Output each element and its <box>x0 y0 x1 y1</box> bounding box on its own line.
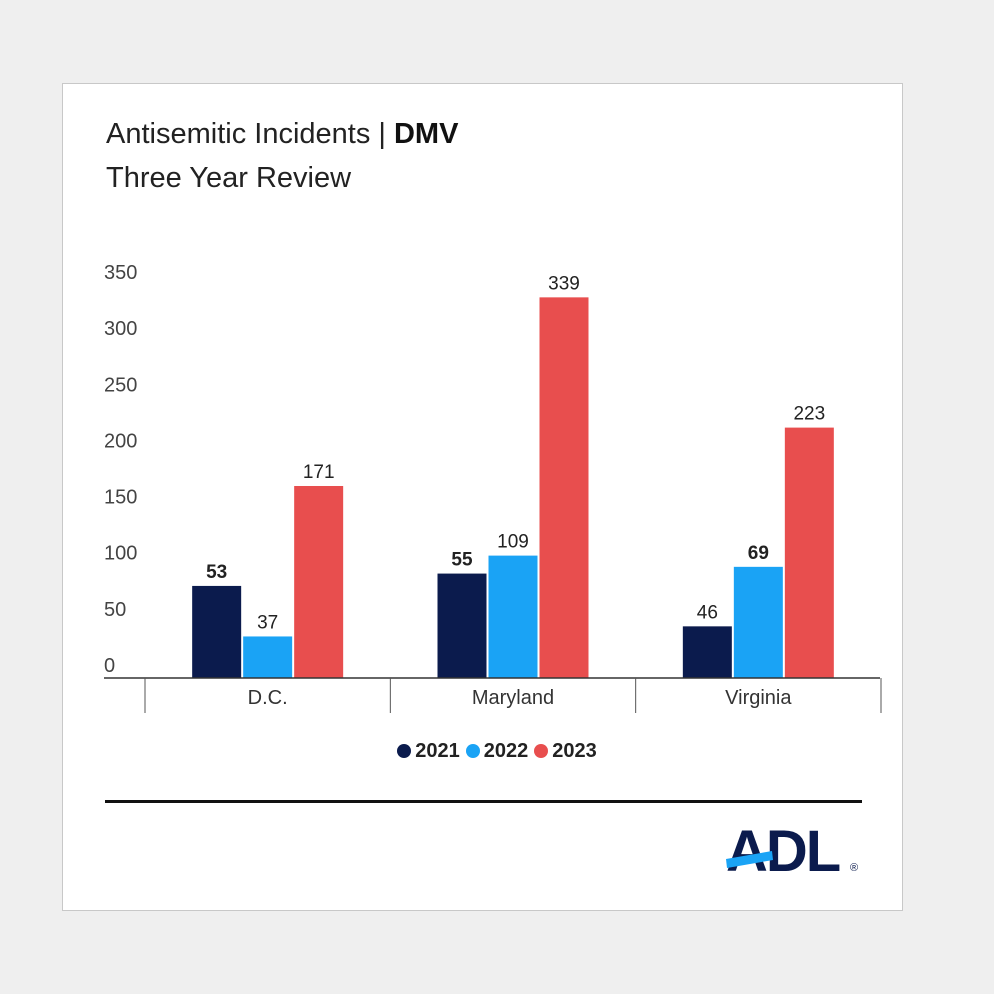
chart-card <box>62 83 903 911</box>
bar-2022 <box>243 636 293 678</box>
y-tick-label: 100 <box>104 543 137 565</box>
y-tick-label: 350 <box>104 262 137 284</box>
y-tick-label: 250 <box>104 374 137 396</box>
legend-dot-icon <box>534 744 549 758</box>
legend-dot-icon <box>397 744 412 758</box>
data-label: 37 <box>257 612 278 633</box>
data-label: 46 <box>697 602 718 623</box>
bar-2023 <box>294 485 344 678</box>
bar-2021 <box>192 585 242 678</box>
legend: 2021 2022 2023 <box>0 740 994 763</box>
legend-item: 2022 <box>465 740 529 762</box>
bar-2023 <box>539 297 589 678</box>
bar-2022 <box>488 555 538 678</box>
chart-title: Antisemitic Incidents | DMV <box>106 118 458 151</box>
x-tick-label: Virginia <box>725 687 792 709</box>
data-label: 55 <box>451 550 473 571</box>
y-tick-label: 300 <box>104 318 137 340</box>
svg-text:ADL: ADL <box>726 823 840 878</box>
data-label: 223 <box>793 404 825 425</box>
svg-text:®: ® <box>850 862 858 874</box>
y-tick-label: 200 <box>104 430 137 452</box>
y-tick-label: 50 <box>104 599 126 621</box>
legend-dot-icon <box>465 744 480 758</box>
y-tick-label: 0 <box>104 655 115 677</box>
x-tick-label: Maryland <box>472 687 554 709</box>
title-region: DMV <box>393 118 459 150</box>
adl-logo: ADL ® <box>726 823 858 878</box>
data-label: 53 <box>206 562 227 583</box>
legend-label: 2023 <box>552 740 597 762</box>
data-label: 69 <box>748 543 769 564</box>
bar-2023 <box>784 427 834 678</box>
legend-item: 2023 <box>534 740 597 762</box>
data-label: 109 <box>497 532 529 553</box>
data-label: 339 <box>548 273 580 294</box>
legend-label: 2022 <box>483 740 529 762</box>
y-tick-label: 150 <box>104 487 137 509</box>
legend-label: 2021 <box>415 740 460 762</box>
bar-2022 <box>733 566 783 678</box>
bar-2021 <box>682 626 732 678</box>
x-tick-label: D.C. <box>248 687 288 709</box>
divider <box>105 800 862 803</box>
chart-subtitle: Three Year Review <box>106 162 352 194</box>
data-label: 171 <box>303 462 335 483</box>
bar-2021 <box>437 573 487 678</box>
title-text: Antisemitic Incidents | <box>106 118 394 150</box>
legend-item: 2021 <box>397 740 460 762</box>
